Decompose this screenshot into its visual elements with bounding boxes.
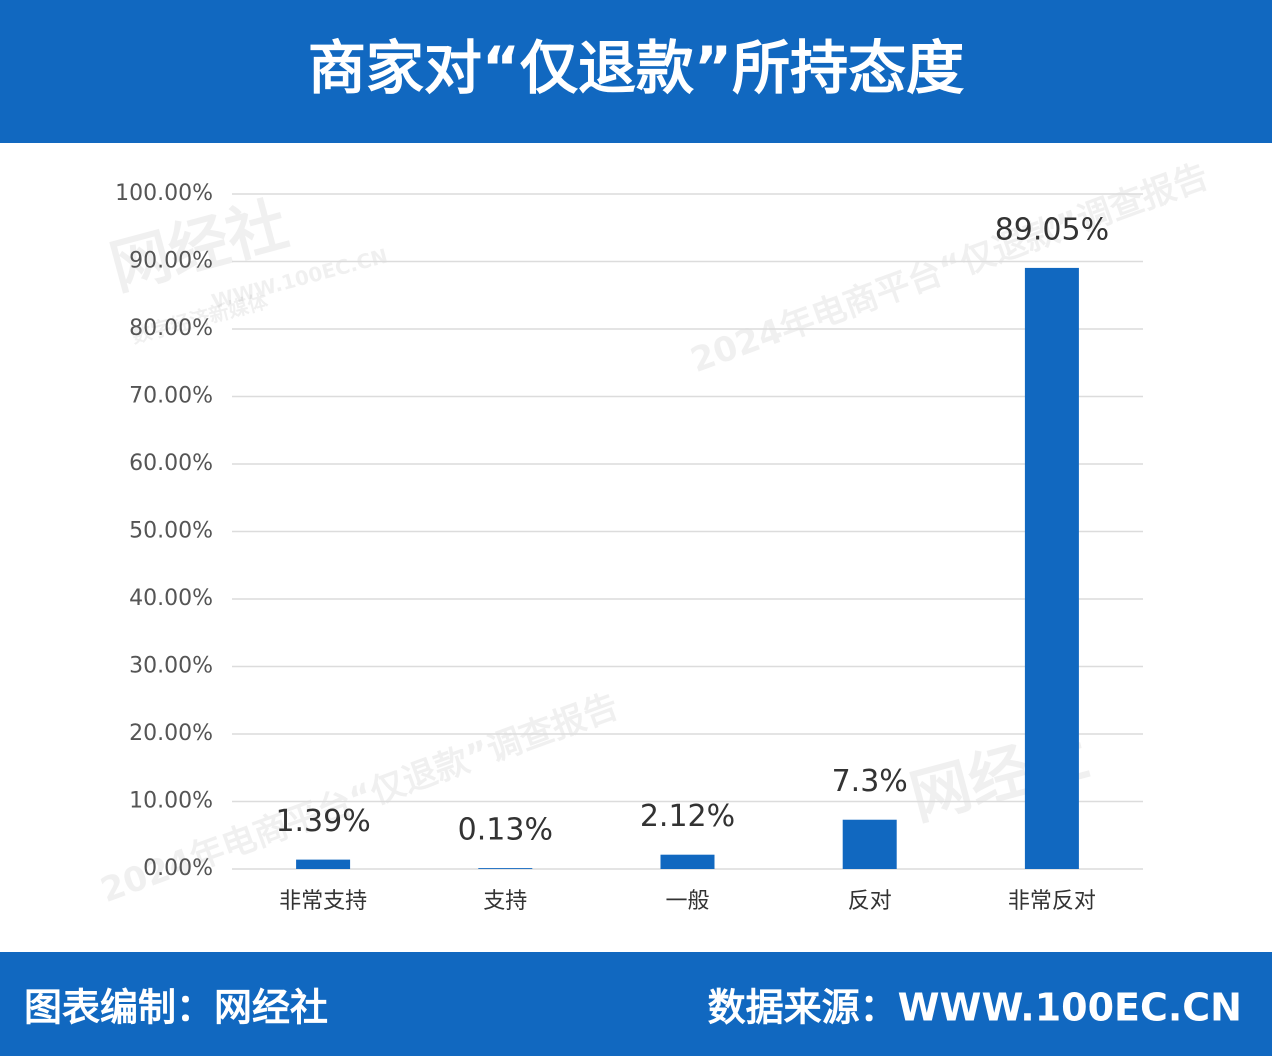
y-tick-label: 10.00% <box>129 789 213 814</box>
bar <box>660 854 715 869</box>
bar <box>296 859 351 869</box>
credit: 图表编制：网经社 <box>24 986 328 1030</box>
bar <box>842 819 897 869</box>
value-label: 1.39% <box>275 804 370 839</box>
footer-band <box>0 952 1272 1056</box>
value-label: 2.12% <box>640 799 735 834</box>
y-tick-label: 40.00% <box>129 586 213 611</box>
y-tick-label: 80.00% <box>129 316 213 341</box>
y-tick-label: 30.00% <box>129 654 213 679</box>
y-tick-label: 50.00% <box>129 519 213 544</box>
y-tick-label: 0.00% <box>143 856 213 881</box>
header-band <box>0 0 1272 143</box>
x-tick-label: 非常支持 <box>279 889 367 914</box>
y-tick-label: 90.00% <box>129 249 213 274</box>
x-tick-label: 非常反对 <box>1008 889 1096 914</box>
y-tick-label: 100.00% <box>115 181 213 206</box>
bar <box>478 868 533 869</box>
x-tick-label: 一般 <box>665 889 709 914</box>
x-tick-label: 反对 <box>848 889 892 914</box>
chart-title: 商家对“仅退款”所持态度 <box>308 34 964 102</box>
source: 数据来源：WWW.100EC.CN <box>708 986 1242 1030</box>
x-tick-label: 支持 <box>483 889 527 914</box>
value-label: 7.3% <box>832 764 908 799</box>
value-label: 0.13% <box>458 813 553 848</box>
y-tick-label: 20.00% <box>129 721 213 746</box>
bar <box>1024 267 1079 870</box>
value-label: 89.05% <box>995 212 1109 247</box>
y-tick-label: 60.00% <box>129 451 213 476</box>
watermark: 2024年电商平台“仅退款”调查报告 <box>685 156 1213 381</box>
y-tick-label: 70.00% <box>129 384 213 409</box>
